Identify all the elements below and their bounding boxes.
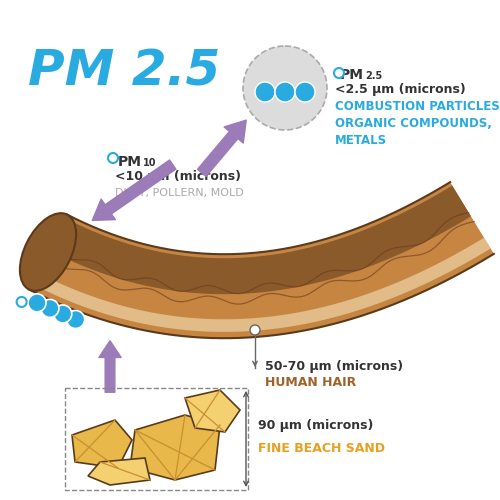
Polygon shape	[32, 238, 490, 332]
Text: <2.5 μm (microns): <2.5 μm (microns)	[335, 83, 466, 96]
Polygon shape	[130, 415, 220, 480]
Circle shape	[28, 294, 46, 312]
Circle shape	[295, 82, 315, 102]
Circle shape	[255, 82, 275, 102]
FancyArrowPatch shape	[92, 160, 176, 220]
Circle shape	[66, 310, 84, 328]
Circle shape	[334, 68, 344, 78]
Circle shape	[108, 153, 118, 163]
Polygon shape	[88, 458, 150, 485]
Polygon shape	[29, 182, 494, 338]
Circle shape	[41, 300, 59, 318]
Ellipse shape	[20, 213, 76, 291]
Circle shape	[243, 46, 327, 130]
Polygon shape	[185, 390, 240, 432]
Text: PM 2.5: PM 2.5	[28, 48, 220, 96]
FancyArrowPatch shape	[198, 120, 246, 176]
Text: COMBUSTION PARTICLES,
ORGANIC COMPOUNDS,
METALS: COMBUSTION PARTICLES, ORGANIC COMPOUNDS,…	[335, 100, 500, 147]
Text: 90 μm (microns): 90 μm (microns)	[258, 420, 374, 432]
Text: 50-70 μm (microns): 50-70 μm (microns)	[265, 360, 403, 373]
Text: HUMAN HAIR: HUMAN HAIR	[265, 376, 356, 389]
Text: 10: 10	[143, 158, 156, 168]
Text: PM: PM	[118, 155, 142, 169]
Polygon shape	[49, 186, 471, 294]
Circle shape	[16, 297, 26, 307]
FancyArrowPatch shape	[99, 341, 121, 392]
Circle shape	[250, 325, 260, 335]
Text: PM: PM	[340, 68, 364, 82]
Circle shape	[275, 82, 295, 102]
Text: DUST, POLLERN, MOLD: DUST, POLLERN, MOLD	[115, 188, 244, 198]
Circle shape	[54, 305, 72, 323]
Text: 2.5: 2.5	[365, 71, 382, 81]
Text: <10 μm (microns): <10 μm (microns)	[115, 170, 241, 183]
Polygon shape	[72, 420, 132, 468]
Text: FINE BEACH SAND: FINE BEACH SAND	[258, 442, 385, 454]
